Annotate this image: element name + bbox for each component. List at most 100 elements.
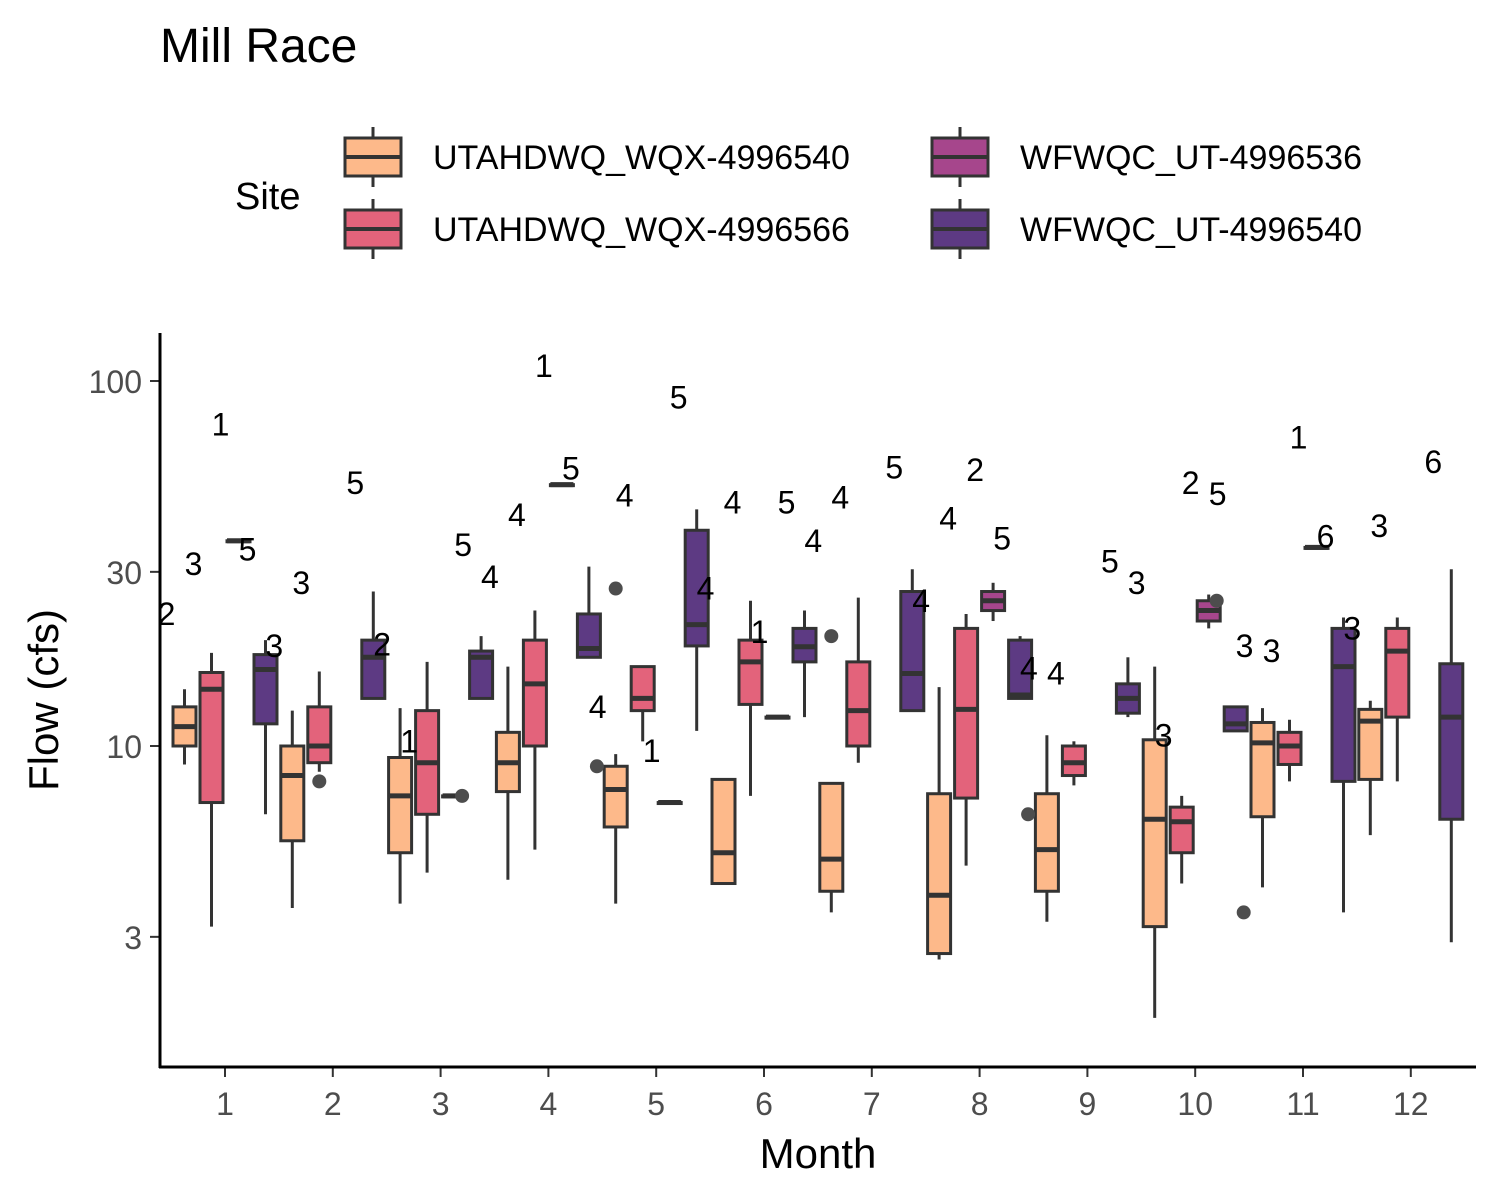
count-label: 5 [670,380,688,416]
box-iqr [198,670,225,805]
count-label: 5 [1209,476,1227,512]
box-iqr [899,590,926,713]
count-label: 5 [562,451,580,487]
x-tick-label: 8 [971,1086,989,1122]
box-iqr [818,781,845,893]
box-UTAHDWQ_WQX-4996566-m10 [1168,795,1195,884]
box-UTAHDWQ_WQX-4996540-m11 [1249,708,1276,888]
count-label: 5 [778,484,796,520]
count-label: 1 [400,723,418,759]
legend-item: WFWQC_UT-4996540 [930,199,1362,259]
count-label: 4 [724,484,742,520]
box-WFWQC_UT-4996536-m4 [548,482,575,488]
box-iqr [360,638,387,700]
y-axis-ticks: 3 10 30 100 [89,364,160,956]
x-axis-ticks: 1 2 3 4 5 6 7 8 9 10 11 12 [216,1067,1429,1122]
y-axis-title: Flow (cfs) [20,609,67,791]
legend-label: UTAHDWQ_WQX-4996540 [433,139,850,177]
box-WFWQC_UT-4996540-m5 [683,509,710,731]
box-iqr [737,638,764,706]
box-WFWQC_UT-4996536-m1 [225,538,252,544]
count-label: 5 [454,527,472,563]
box-iqr [1033,792,1060,893]
box-iqr [279,744,306,843]
count-label: 1 [643,733,661,769]
box-WFWQC_UT-4996540-m8 [1007,636,1036,822]
count-label: 1 [212,407,230,443]
count-label: 2 [1182,465,1200,501]
box-iqr [1168,805,1195,855]
box-iqr [926,792,953,956]
box-WFWQC_UT-4996540-m1 [252,640,279,815]
outlier-point [1236,905,1251,920]
outlier-point [589,759,604,774]
y-tick-label: 100 [89,364,142,400]
box-UTAHDWQ_WQX-4996566-m1 [198,652,225,927]
count-label: 3 [1370,508,1388,544]
outlier-point [1021,807,1036,822]
box-WFWQC_UT-4996540-m6 [791,610,818,718]
count-label: 5 [346,465,364,501]
box-iqr [683,528,710,648]
box-iqr [521,638,548,748]
chart-title: Mill Race [160,20,357,73]
box-iqr [602,764,629,829]
box-UTAHDWQ_WQX-4996540-m6 [710,777,737,886]
box-WFWQC_UT-4996536-m8 [980,582,1007,622]
box-iqr [1249,720,1276,819]
box-WFWQC_UT-4996536-m11 [1303,544,1330,550]
box-iqr [845,660,872,748]
x-tick-label: 11 [1286,1086,1319,1122]
box-UTAHDWQ_WQX-4996566-m6 [737,600,764,796]
box-WFWQC_UT-4996540-m12 [1438,569,1465,943]
x-tick-label: 5 [647,1086,665,1122]
box-UTAHDWQ_WQX-4996566-m4 [521,610,548,850]
box-WFWQC_UT-4996540-m2 [360,591,387,700]
count-label: 4 [1020,651,1038,687]
box-iqr [710,777,737,886]
legend-item: UTAHDWQ_WQX-4996540 [343,127,850,187]
box-UTAHDWQ_WQX-4996566-m12 [1384,617,1411,782]
count-label: 5 [885,449,903,485]
count-label: 3 [1128,565,1146,601]
count-label: 4 [697,571,715,607]
x-tick-label: 6 [755,1086,773,1122]
legend-label: WFWQC_UT-4996540 [1020,211,1362,249]
x-tick-label: 2 [324,1086,342,1122]
box-WFWQC_UT-4996540-m7 [899,569,926,713]
count-label: 4 [939,501,957,537]
count-label: 3 [185,546,203,582]
legend-items: UTAHDWQ_WQX-4996540 UTAHDWQ_WQX-4996566 WF… [343,127,1362,259]
box-UTAHDWQ_WQX-4996540-m1 [171,689,198,765]
box-UTAHDWQ_WQX-4996540-m3 [387,708,414,904]
y-tick-label: 10 [106,729,142,765]
count-label: 3 [1343,610,1361,646]
count-label: 1 [1290,420,1308,456]
count-label: 1 [751,614,769,650]
box-WFWQC_UT-4996536-m6 [764,714,791,720]
legend-label: UTAHDWQ_WQX-4996566 [433,211,850,249]
count-label: 4 [616,478,634,514]
box-UTAHDWQ_WQX-4996540-m4 [494,666,521,880]
count-label: 2 [373,626,391,662]
box-UTAHDWQ_WQX-4996540-m7 [818,629,845,913]
box-WFWQC_UT-4996540-m9 [1114,657,1141,718]
y-tick-label: 30 [106,555,142,591]
outlier-point [312,774,327,789]
box-UTAHDWQ_WQX-4996566-m7 [845,597,872,763]
box-WFWQC_UT-4996536-m3 [441,788,470,803]
count-label: 3 [1263,633,1281,669]
count-label: 6 [1317,518,1335,554]
legend-title: Site [235,176,300,218]
box-UTAHDWQ_WQX-4996540-m12 [1357,700,1384,836]
count-label: 5 [1101,544,1119,580]
box-iqr [1438,662,1465,821]
box-iqr [1141,738,1168,929]
box-iqr [1330,626,1357,783]
count-label: 2 [158,596,176,632]
x-tick-label: 12 [1393,1086,1429,1122]
